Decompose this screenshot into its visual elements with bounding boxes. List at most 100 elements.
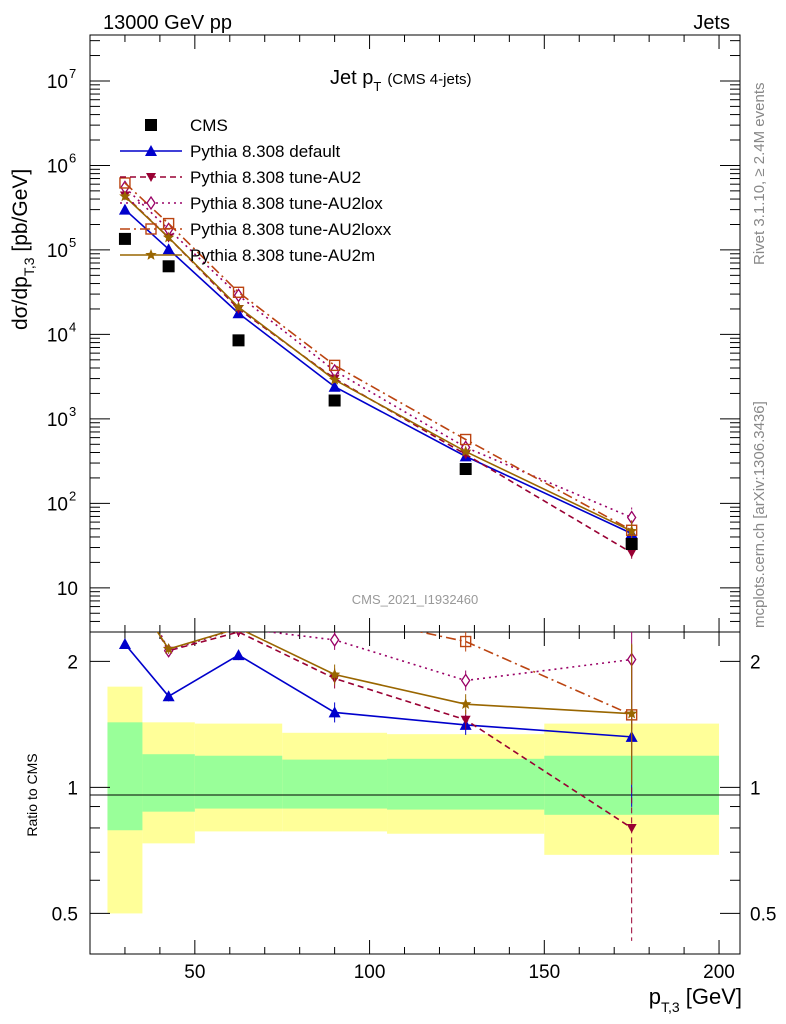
ratio-series-0-point xyxy=(328,706,341,718)
y-tick-label: 10 xyxy=(47,241,68,262)
ratio-plot-series xyxy=(118,509,638,941)
main-series-1-point xyxy=(162,243,175,255)
ratio-series-2-point xyxy=(329,632,340,648)
main-series-0-point xyxy=(459,463,472,476)
x-tick-label: 150 xyxy=(528,962,560,983)
ratio-series-2-point xyxy=(121,554,129,566)
main-series-1-point xyxy=(328,380,341,392)
main-series-1-point xyxy=(118,203,131,215)
y-tick-label: 10 xyxy=(47,325,68,346)
plot-title-main: Jet p xyxy=(330,67,373,89)
y-tick-label: 10 xyxy=(57,579,78,600)
y-axis-label-main-text: dσ/dp xyxy=(9,276,32,330)
band-inner-0 xyxy=(107,722,143,831)
legend-item-1: Pythia 8.308 default xyxy=(120,142,341,161)
ratio-plot-frame xyxy=(89,631,741,955)
main-series-0-point xyxy=(118,232,131,245)
main-series-0-point xyxy=(232,334,245,347)
legend-marker-1 xyxy=(145,145,157,156)
ratio-series-0-point xyxy=(162,690,175,702)
band-inner-1 xyxy=(142,754,195,812)
ratio-y-tick-label-right: 0.5 xyxy=(750,904,776,925)
band-inner-2 xyxy=(194,755,283,809)
main-series-2-point xyxy=(626,548,637,558)
y-tick-label-exponent: 6 xyxy=(69,150,76,165)
analysis-id: CMS_2021_I1932460 xyxy=(352,592,479,607)
x-tick-label: 200 xyxy=(703,962,735,983)
ratio-y-tick-label: 2 xyxy=(67,652,78,673)
legend-item-0: CMS xyxy=(145,116,228,135)
rivet-label: Rivet 3.1.10, ≥ 2.4M events xyxy=(751,83,768,266)
ratio-series-4-point xyxy=(162,643,175,654)
legend-item-5: Pythia 8.308 tune-AU2m xyxy=(120,246,375,265)
ratio-series-0-point xyxy=(232,649,245,661)
ratio-series-4-line xyxy=(156,632,632,715)
main-series-4-line xyxy=(124,182,633,531)
legend-label-5: Pythia 8.308 tune-AU2m xyxy=(190,246,375,265)
y-tick-label: 10 xyxy=(47,410,68,431)
ratio-y-tick-label: 0.5 xyxy=(52,904,78,925)
legend-label-0: CMS xyxy=(190,116,228,135)
main-series-5-point xyxy=(232,301,245,312)
main-series-0-point xyxy=(625,538,638,551)
band-inner-4 xyxy=(387,758,545,810)
ratio-series-4-point xyxy=(235,632,242,633)
legend-label-1: Pythia 8.308 default xyxy=(190,142,341,161)
main-series-5-line xyxy=(124,195,633,532)
legend-item-3: Pythia 8.308 tune-AU2lox xyxy=(120,194,383,213)
legend-marker-0 xyxy=(145,119,157,131)
ratio-series-2-point xyxy=(460,673,471,688)
y-tick-label-exponent: 4 xyxy=(69,319,76,334)
y-axis-label-main-sub: T,3 xyxy=(21,257,37,276)
legend-label-4: Pythia 8.308 tune-AU2loxx xyxy=(190,220,392,239)
legend-label-3: Pythia 8.308 tune-AU2lox xyxy=(190,194,383,213)
band-inner-3 xyxy=(282,759,388,809)
y-tick-label: 10 xyxy=(47,494,68,515)
ratio-series-4-point xyxy=(626,707,638,719)
ratio-series-4-point xyxy=(460,698,472,709)
main-series-4-point xyxy=(459,433,472,446)
main-series-3-line xyxy=(124,186,632,519)
legend-marker-2 xyxy=(146,173,156,182)
plot-title-note: (CMS 4-jets) xyxy=(387,71,471,88)
header-right-text: Jets xyxy=(693,12,730,34)
main-series-5-point xyxy=(626,525,638,536)
ratio-series-3-point xyxy=(330,609,340,619)
y-tick-label-exponent: 7 xyxy=(69,66,76,81)
main-series-4-point xyxy=(328,359,341,372)
y-tick-label: 10 xyxy=(47,156,68,177)
plot-title-sub: T xyxy=(373,79,381,94)
y-axis-label-main-unit: [pb/GeV] xyxy=(9,169,32,258)
main-series-0-point xyxy=(162,260,175,273)
header-left-text: 13000 GeV pp xyxy=(103,12,232,34)
main-series-5-point xyxy=(162,231,175,243)
ratio-series-3-point xyxy=(120,509,130,519)
main-series-5-point xyxy=(328,373,341,385)
y-tick-label-exponent: 3 xyxy=(69,404,76,419)
ratio-series-0-line xyxy=(124,643,632,738)
x-tick-label: 100 xyxy=(354,962,386,983)
y-tick-label-exponent: 5 xyxy=(69,235,76,250)
ratio-series-1-point xyxy=(460,715,471,725)
x-tick-label: 50 xyxy=(184,962,205,983)
y-axis-label-ratio: Ratio to CMS xyxy=(24,753,40,836)
main-plot-series xyxy=(118,177,638,563)
y-tick-label: 10 xyxy=(47,72,68,93)
x-axis-label-sub: T,3 xyxy=(661,999,680,1015)
y-axis-label-main: dσ/dpT,3 [pb/GeV] xyxy=(9,169,37,330)
main-series-4-point xyxy=(232,286,245,298)
x-axis-label-text: p xyxy=(649,984,661,1009)
ratio-y-tick-label: 1 xyxy=(67,778,78,799)
main-series-5-point xyxy=(460,445,472,457)
ratio-y-tick-label-right: 1 xyxy=(750,778,761,799)
ratio-series-1-point xyxy=(120,572,130,581)
legend-label-2: Pythia 8.308 tune-AU2 xyxy=(190,168,361,187)
ratio-series-2-line xyxy=(158,632,632,682)
main-series-1-line xyxy=(124,209,633,535)
main-plot-frame xyxy=(89,34,741,633)
main-series-5-point xyxy=(119,190,131,202)
ratio-series-3-point xyxy=(234,544,244,554)
ratio-series-4-point xyxy=(119,576,131,587)
